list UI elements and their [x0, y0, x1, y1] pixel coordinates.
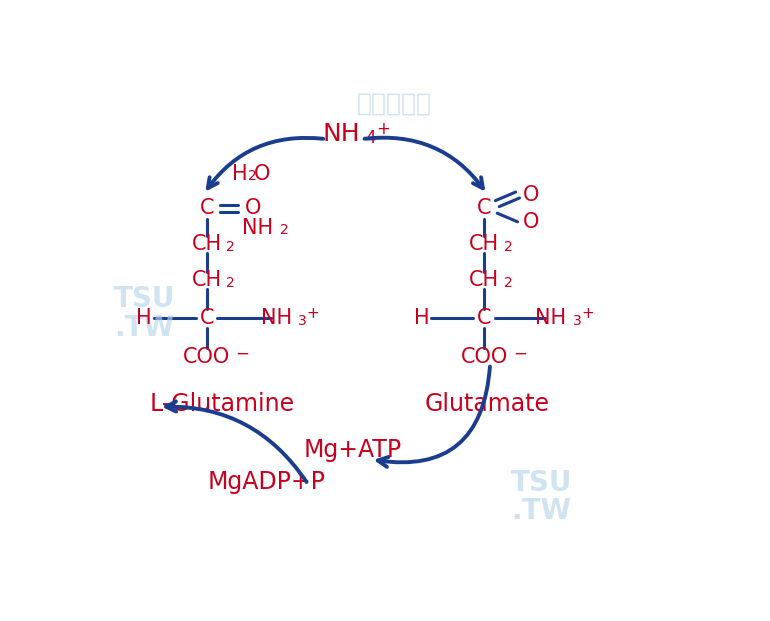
Text: +: + — [581, 306, 594, 321]
Text: C: C — [199, 309, 214, 329]
Text: O: O — [523, 185, 539, 205]
Text: TSU: TSU — [511, 469, 572, 497]
Text: 2: 2 — [248, 170, 257, 183]
Text: NH: NH — [242, 219, 273, 238]
Text: L-Glutamine: L-Glutamine — [150, 392, 295, 417]
Text: 2: 2 — [226, 276, 235, 289]
Text: O: O — [254, 164, 270, 184]
Text: O: O — [245, 198, 261, 219]
Text: MgADP+P: MgADP+P — [207, 470, 325, 494]
Text: NH: NH — [261, 309, 292, 329]
Text: .TW: .TW — [114, 314, 174, 342]
Text: 2: 2 — [280, 224, 289, 237]
Text: C: C — [477, 198, 491, 219]
Text: O: O — [523, 212, 539, 232]
Text: Mg+ATP: Mg+ATP — [304, 438, 402, 462]
Text: CH: CH — [192, 234, 222, 254]
Text: H: H — [136, 309, 152, 329]
Text: CH: CH — [469, 270, 499, 290]
Text: CH: CH — [192, 270, 222, 290]
Text: C: C — [199, 198, 214, 219]
Text: H: H — [413, 309, 430, 329]
Text: 3: 3 — [298, 314, 307, 329]
Text: .TW: .TW — [511, 497, 571, 525]
Text: TSU: TSU — [114, 285, 176, 313]
Text: C: C — [477, 309, 491, 329]
Text: 3: 3 — [573, 314, 581, 329]
Text: COO: COO — [460, 347, 507, 366]
Text: 天山医学院: 天山医学院 — [357, 91, 432, 116]
Text: Glutamate: Glutamate — [424, 392, 550, 417]
Text: −: − — [236, 344, 249, 362]
Text: +: + — [306, 306, 320, 321]
Text: COO: COO — [183, 347, 230, 366]
Text: NH: NH — [535, 309, 567, 329]
Text: 2: 2 — [504, 240, 512, 253]
Text: 2: 2 — [226, 240, 235, 253]
Text: 4: 4 — [366, 129, 376, 147]
Text: CH: CH — [469, 234, 499, 254]
Text: +: + — [376, 120, 390, 138]
Text: −: − — [513, 344, 527, 362]
Text: NH: NH — [322, 122, 360, 147]
Text: H: H — [232, 164, 247, 184]
Text: 2: 2 — [504, 276, 512, 289]
